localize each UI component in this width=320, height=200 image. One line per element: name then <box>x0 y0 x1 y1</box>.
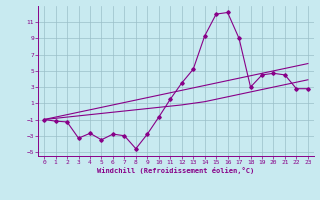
X-axis label: Windchill (Refroidissement éolien,°C): Windchill (Refroidissement éolien,°C) <box>97 167 255 174</box>
